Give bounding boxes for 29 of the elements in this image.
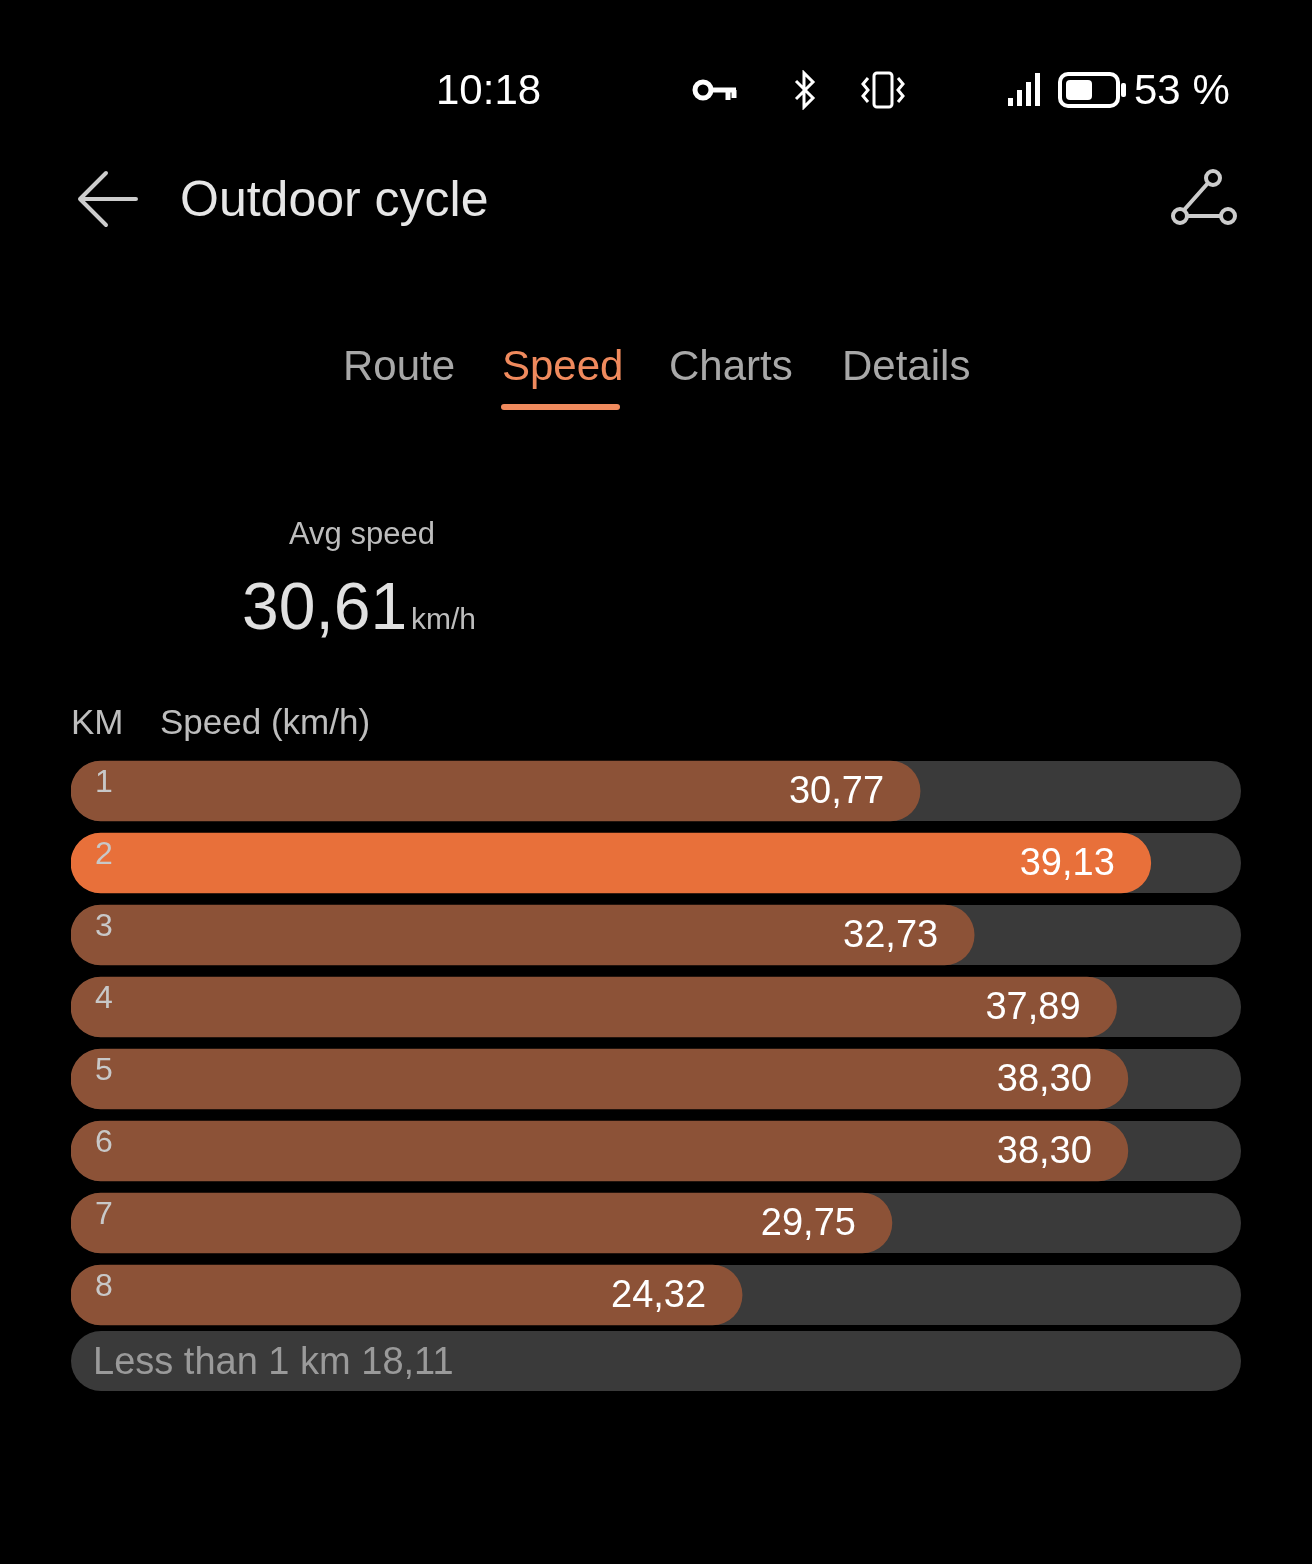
y-tick-label: 2 — [95, 834, 113, 871]
text: 53 % — [1134, 66, 1230, 114]
data-label: 29,75 — [760, 1201, 856, 1244]
y-axis-title: KM — [71, 702, 124, 742]
y-tick-label: 3 — [95, 906, 113, 943]
text: Route — [343, 342, 456, 390]
data-label: 24,32 — [611, 1273, 707, 1316]
y-tick-label: 6 — [95, 1122, 113, 1159]
text: Avg speed — [289, 516, 435, 552]
text: 30,61 — [242, 568, 408, 644]
text: Speed — [502, 342, 624, 390]
text: Less than 1 km 18,11 — [71, 1331, 1241, 1391]
y-tick-label: 7 — [95, 1194, 113, 1231]
text: Details — [842, 342, 971, 390]
x-axis-title: Speed (km/h) — [160, 702, 371, 742]
data-label: 30,77 — [788, 769, 885, 812]
data-label: 38,30 — [996, 1129, 1092, 1172]
text: Charts — [669, 342, 793, 390]
y-tick-label: 1 — [95, 762, 113, 799]
y-tick-label: 5 — [95, 1050, 113, 1087]
y-tick-label: 4 — [95, 978, 113, 1015]
text: km/h — [411, 602, 477, 636]
data-label: 32,73 — [843, 913, 939, 956]
y-tick-label: 8 — [95, 1266, 113, 1303]
data-label: 37,89 — [985, 985, 1081, 1028]
text: 10:18 — [436, 66, 542, 114]
data-label: 39,13 — [1019, 841, 1115, 884]
data-label: 38,30 — [996, 1057, 1092, 1100]
chart-title: Outdoor cycle — [180, 170, 489, 228]
